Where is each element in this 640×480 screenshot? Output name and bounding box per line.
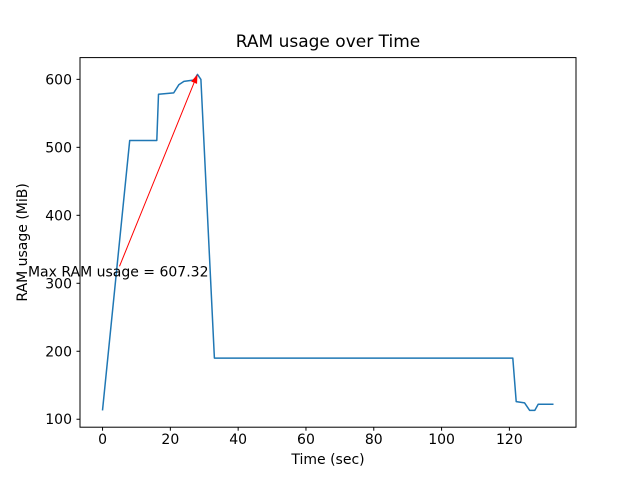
x-tick-label: 0 — [98, 432, 107, 448]
x-tick-label: 60 — [297, 432, 315, 448]
x-tick-label: 80 — [365, 432, 383, 448]
y-tick-label: 100 — [45, 412, 72, 428]
axes-frame — [79, 57, 577, 428]
ram-usage-line — [101, 73, 554, 412]
annotation-arrowhead — [191, 74, 198, 84]
chart-title: RAM usage over Time — [236, 32, 420, 52]
y-tick-label: 200 — [45, 344, 72, 360]
x-axis-label: Time (sec) — [290, 452, 364, 468]
y-tick-label: 300 — [45, 276, 72, 292]
annotation-arrow — [119, 82, 195, 267]
x-tick-label: 40 — [229, 432, 247, 448]
y-tick-label: 500 — [45, 140, 72, 156]
annotation-text: Max RAM usage = 607.32 — [28, 264, 209, 280]
x-tick-label: 120 — [496, 432, 523, 448]
y-tick-label: 600 — [45, 72, 72, 88]
x-tick-label: 20 — [161, 432, 179, 448]
x-tick-label: 100 — [428, 432, 455, 448]
y-tick-label: 400 — [45, 208, 72, 224]
y-axis-label: RAM usage (MiB) — [15, 183, 31, 301]
